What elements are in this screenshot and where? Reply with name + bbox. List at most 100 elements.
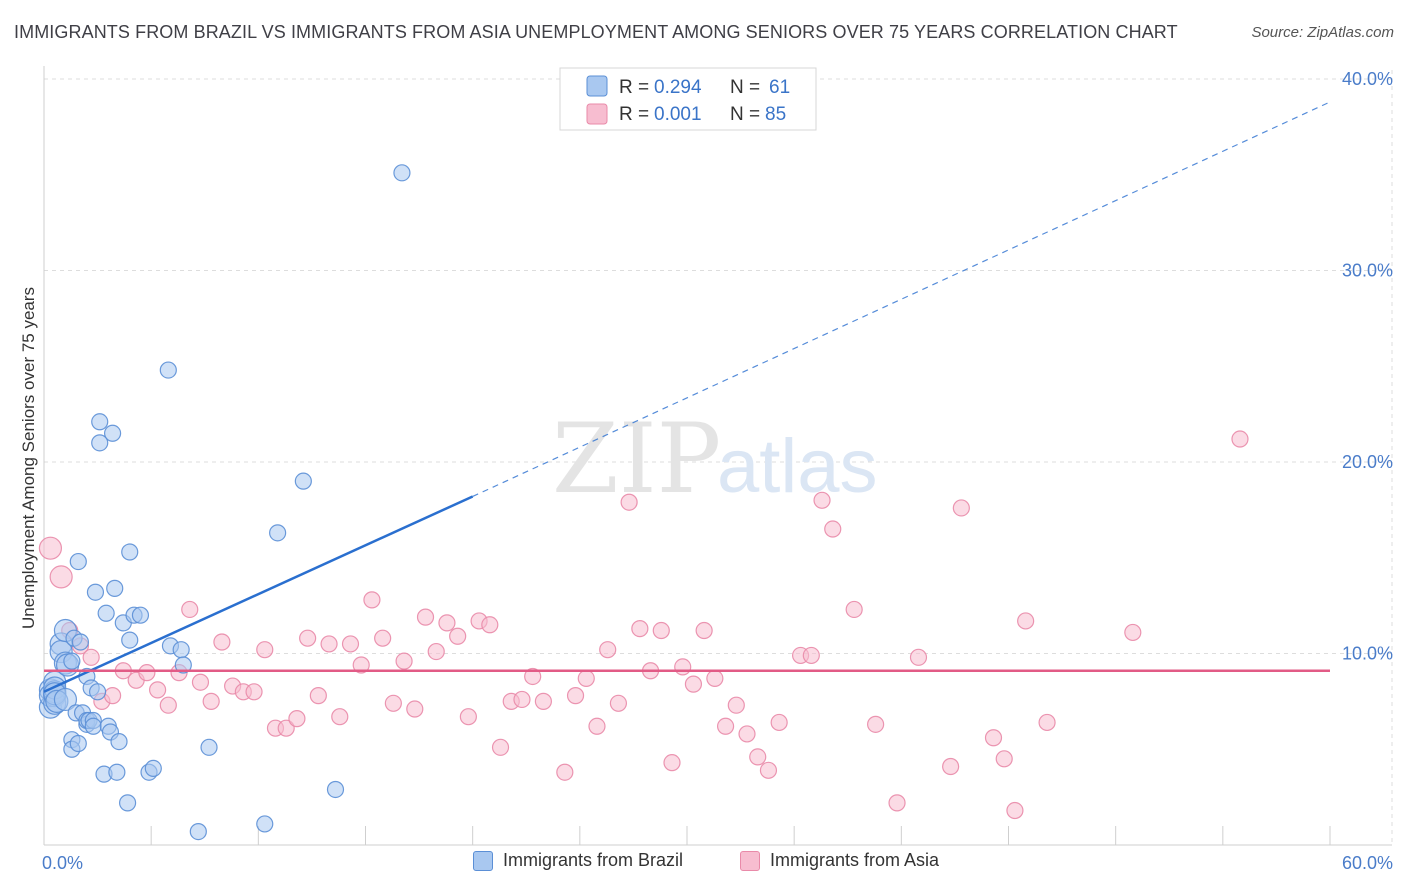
trendline-brazil — [43, 495, 474, 693]
brazil-point — [97, 604, 115, 622]
asia-point — [727, 696, 745, 714]
asia-point — [663, 754, 681, 772]
y-tick-label: 10.0% — [1342, 644, 1393, 664]
asia-point — [738, 725, 756, 743]
asia-point — [320, 635, 338, 653]
asia-point — [1231, 430, 1249, 448]
asia-point — [49, 565, 73, 589]
series-asia-points — [38, 430, 1249, 820]
asia-point — [416, 608, 435, 626]
asia-point — [620, 493, 638, 511]
asia-point — [566, 687, 585, 705]
gridlines — [44, 70, 1393, 845]
bottom-legend-swatch-asia — [740, 850, 760, 871]
asia-point — [363, 591, 381, 609]
bottom-legend-item-asia: Immigrants from Asia — [740, 850, 939, 871]
asia-point — [82, 648, 100, 666]
asia-point — [759, 761, 778, 779]
asia-point — [352, 656, 370, 674]
asia-point — [609, 694, 628, 712]
series-brazil-points — [38, 164, 411, 841]
brazil-point — [69, 552, 87, 571]
asia-point — [1006, 801, 1024, 820]
asia-point — [824, 520, 842, 538]
y-tick-label: 30.0% — [1342, 261, 1393, 281]
asia-point — [277, 719, 295, 737]
asia-point — [309, 687, 327, 705]
brazil-point — [326, 780, 345, 799]
x-tick-label: 0.0% — [42, 853, 83, 873]
asia-point — [684, 675, 703, 693]
asia-point — [374, 629, 392, 647]
asia-point — [556, 763, 574, 781]
brazil-point — [91, 413, 109, 431]
asia-point — [459, 708, 477, 726]
asia-point — [213, 633, 231, 651]
asia-point — [1038, 713, 1056, 732]
brazil-point — [103, 424, 122, 442]
brazil-point — [294, 472, 312, 490]
asia-point — [652, 621, 670, 640]
bottom-legend-swatch-brazil — [473, 850, 493, 871]
brazil-point — [131, 606, 150, 624]
brazil-point — [108, 763, 126, 781]
brazil-point — [200, 738, 218, 756]
asia-point — [631, 620, 649, 638]
brazil-point — [69, 734, 87, 753]
asia-point — [513, 690, 531, 709]
asia-point — [674, 658, 692, 676]
asia-point — [770, 713, 788, 732]
asia-point — [695, 621, 713, 640]
trendline-brazil-extension — [472, 101, 1331, 498]
legend-swatch-brazil — [586, 75, 608, 97]
legend-n-label-brazil: N = — [730, 77, 765, 98]
chart-title: IMMIGRANTS FROM BRAZIL VS IMMIGRANTS FRO… — [14, 22, 1178, 42]
asia-point — [845, 600, 863, 619]
bottom-legend-item-brazil: Immigrants from Brazil — [473, 850, 683, 871]
legend-n-value-asia: 85 — [765, 104, 786, 125]
asia-point — [181, 600, 199, 619]
asia-point — [534, 692, 552, 710]
asia-point — [749, 748, 767, 766]
asia-point — [427, 642, 445, 661]
asia-point — [191, 673, 210, 691]
asia-point — [888, 794, 906, 812]
asia-point — [995, 750, 1013, 768]
asia-point — [984, 729, 1003, 747]
asia-point — [716, 717, 735, 735]
brazil-point — [256, 815, 274, 833]
brazil-point — [159, 361, 177, 379]
legend-n-label-asia: N = — [730, 104, 765, 125]
legend-r-label-brazil: R = — [619, 77, 654, 98]
brazil-point — [121, 543, 139, 561]
bottom-legend-label-brazil: Immigrants from Brazil — [503, 850, 684, 870]
asia-point — [867, 715, 885, 733]
asia-point — [38, 536, 63, 560]
asia-point — [148, 681, 167, 699]
asia-point — [341, 635, 360, 653]
brazil-point — [110, 732, 128, 751]
brazil-point — [174, 656, 192, 674]
y-tick-label: 20.0% — [1342, 452, 1393, 472]
asia-point — [577, 669, 595, 687]
y-tick-label: 40.0% — [1342, 69, 1393, 89]
asia-point — [384, 694, 402, 712]
asia-point — [138, 664, 156, 682]
legend-r-value-brazil: 0.294 — [654, 77, 702, 98]
legend-n-value-brazil: 61 — [769, 77, 790, 98]
asia-point — [438, 614, 456, 632]
brazil-point — [91, 434, 109, 452]
asia-point — [706, 669, 724, 687]
brazil-point — [121, 631, 139, 649]
asia-point — [491, 738, 510, 756]
brazil-point — [84, 717, 102, 735]
brazil-point — [393, 164, 411, 182]
asia-point — [299, 629, 317, 647]
brazil-point — [144, 759, 162, 778]
legend-r-label-asia: R = — [619, 104, 654, 125]
brazil-point — [88, 683, 107, 701]
brazil-point — [269, 524, 287, 542]
x-tick-labels: 0.0% 60.0% — [42, 853, 1393, 873]
y-axis-label: Unemployment Among Seniors over 75 years — [19, 287, 38, 629]
